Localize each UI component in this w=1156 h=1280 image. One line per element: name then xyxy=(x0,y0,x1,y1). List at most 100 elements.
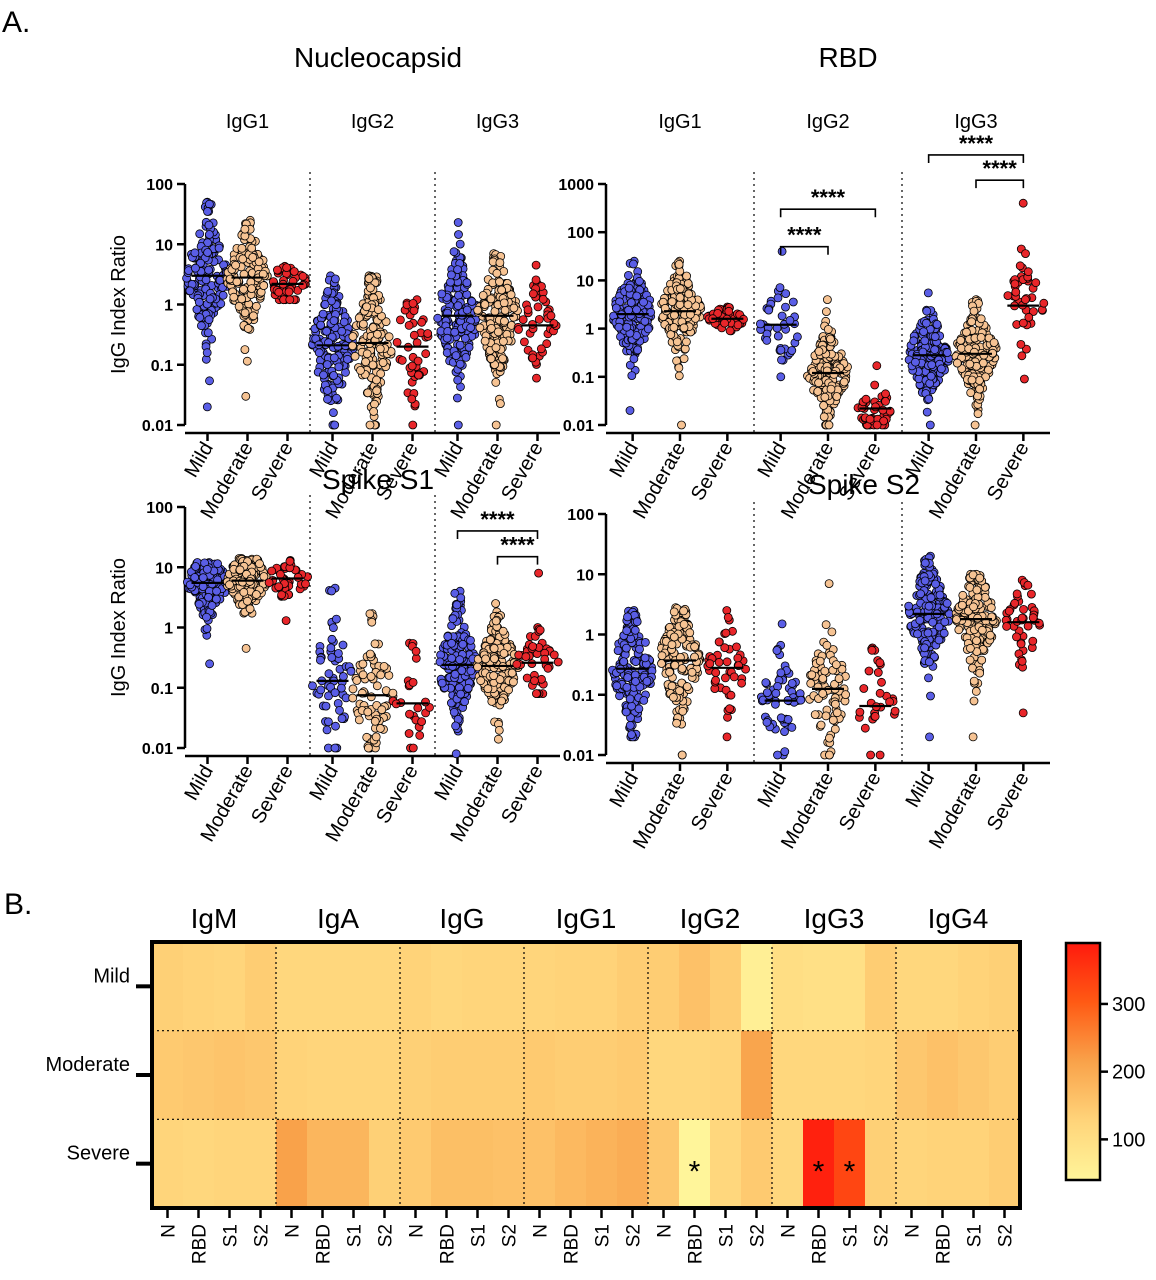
data-point xyxy=(456,689,466,699)
data-point xyxy=(1012,632,1021,642)
data-point xyxy=(453,301,463,311)
data-point xyxy=(787,723,797,732)
data-point xyxy=(437,289,447,299)
data-point xyxy=(1011,287,1021,297)
data-point xyxy=(413,356,423,366)
data-point xyxy=(724,306,734,316)
data-point xyxy=(821,620,831,630)
data-point xyxy=(316,685,326,695)
data-point xyxy=(920,336,930,346)
data-point xyxy=(771,688,781,698)
heatmap-cell xyxy=(803,942,835,1032)
heatmap-cell xyxy=(245,1119,277,1209)
data-point xyxy=(822,640,832,650)
data-point xyxy=(491,343,501,353)
y-tick-label: 0.1 xyxy=(151,681,173,698)
data-point xyxy=(776,372,786,382)
data-point xyxy=(495,258,505,268)
data-point xyxy=(806,679,816,688)
data-point xyxy=(421,349,431,359)
data-point xyxy=(733,320,743,330)
data-point xyxy=(445,277,455,287)
data-point xyxy=(514,325,523,334)
data-point xyxy=(198,573,208,583)
heatmap-cell xyxy=(245,1030,277,1120)
data-point xyxy=(825,733,834,743)
category-label: Mild xyxy=(305,762,342,805)
heatmap-cell xyxy=(276,1119,308,1209)
data-point xyxy=(677,664,687,673)
data-point xyxy=(284,287,294,297)
data-point xyxy=(192,305,202,314)
data-point xyxy=(274,287,284,297)
isotype-label: IgG1 xyxy=(556,903,617,934)
data-point xyxy=(316,320,326,330)
data-point xyxy=(536,344,546,354)
data-point xyxy=(826,334,835,344)
data-point xyxy=(1015,261,1025,271)
heatmap-cell xyxy=(896,1030,928,1120)
data-point xyxy=(451,721,461,731)
data-point xyxy=(622,626,632,636)
antigen-label: S1 xyxy=(965,1224,986,1247)
panel-title: Nucleocapsid xyxy=(294,42,462,73)
heatmap-cell xyxy=(834,1030,866,1120)
data-point xyxy=(1020,374,1029,384)
heatmap-cell xyxy=(152,1119,184,1209)
heatmap-cell xyxy=(989,1030,1021,1120)
data-point xyxy=(274,582,284,592)
heatmap-cell xyxy=(741,1030,773,1120)
data-point xyxy=(528,642,538,651)
data-point xyxy=(362,349,372,359)
data-point xyxy=(475,323,485,333)
data-point xyxy=(737,678,746,688)
data-point xyxy=(1023,267,1033,277)
group-label: IgG3 xyxy=(476,111,519,133)
data-point xyxy=(243,324,253,333)
data-point xyxy=(819,412,829,422)
data-point xyxy=(1016,339,1026,349)
data-point xyxy=(832,708,842,718)
data-point xyxy=(397,355,407,365)
data-point xyxy=(627,371,637,381)
data-point xyxy=(839,377,849,387)
heatmap-cell xyxy=(369,942,401,1032)
data-point xyxy=(875,688,885,698)
data-point xyxy=(446,270,456,280)
data-point xyxy=(240,224,250,234)
data-point xyxy=(241,644,251,653)
data-point xyxy=(675,300,685,310)
antigen-label: S2 xyxy=(872,1224,893,1247)
data-point xyxy=(787,346,797,355)
y-tick-label: 0.1 xyxy=(572,370,594,387)
colorbar xyxy=(1064,941,1102,1182)
data-point xyxy=(423,329,433,338)
data-point xyxy=(225,580,234,590)
data-point xyxy=(476,676,486,686)
heatmap-cell xyxy=(803,1030,835,1120)
data-point xyxy=(762,335,772,345)
data-point xyxy=(939,628,949,638)
data-point xyxy=(239,587,249,597)
row-label: Severe xyxy=(67,1143,130,1165)
data-point xyxy=(674,371,684,381)
data-point xyxy=(614,322,624,332)
heatmap-cell xyxy=(958,942,990,1032)
heatmap-cell xyxy=(369,1119,401,1209)
isotype-label: IgG4 xyxy=(928,903,989,934)
data-point xyxy=(679,620,689,629)
data-point xyxy=(377,705,387,715)
data-point xyxy=(927,360,937,370)
data-point xyxy=(375,344,385,354)
data-point xyxy=(492,268,502,278)
data-point xyxy=(327,586,337,596)
data-point xyxy=(238,577,247,587)
data-point xyxy=(499,316,509,326)
data-point xyxy=(867,645,877,655)
heatmap-cell xyxy=(989,1119,1021,1209)
data-point xyxy=(322,360,332,370)
data-point xyxy=(455,239,465,249)
data-point xyxy=(814,346,824,356)
heatmap-cell xyxy=(927,1030,959,1120)
